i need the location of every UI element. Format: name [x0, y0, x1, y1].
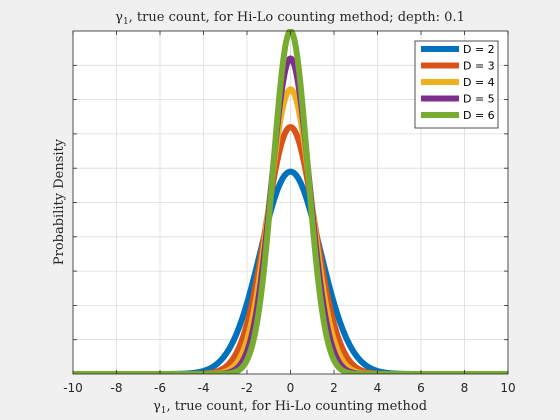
x-tick-label: 0	[287, 381, 295, 395]
x-tick-label: 6	[417, 381, 425, 395]
xlabel-rest: , true count, for Hi-Lo counting method	[166, 399, 427, 414]
series-line	[73, 55, 508, 374]
chart-title: γ1, true count, for Hi-Lo counting metho…	[115, 10, 465, 27]
legend-label: D = 4	[463, 76, 495, 89]
series-line	[73, 86, 508, 374]
x-tick-labels: -10 -8 -6 -4 -2 0 2 4 6 8 10	[63, 381, 515, 395]
x-tick-label: 10	[500, 381, 515, 395]
legend-label: D = 6	[463, 109, 495, 122]
x-tick-label: -2	[241, 381, 253, 395]
title-symbol: γ	[115, 10, 123, 25]
x-tick-label: -4	[198, 381, 210, 395]
x-tick-label: 8	[461, 381, 469, 395]
legend-label: D = 5	[463, 93, 495, 106]
xlabel-subscript: 1	[161, 406, 167, 416]
x-tick-label: -10	[63, 381, 83, 395]
ticks	[72, 31, 509, 374]
x-axis-label: γ1, true count, for Hi-Lo counting metho…	[153, 399, 427, 416]
xlabel-symbol: γ	[153, 399, 161, 414]
x-tick-label: 4	[374, 381, 382, 395]
legend-label: D = 2	[463, 43, 495, 56]
x-tick-label: -8	[111, 381, 123, 395]
x-tick-label: -6	[154, 381, 166, 395]
x-tick-label: 2	[330, 381, 338, 395]
legend: D = 2 D = 3 D = 4 D = 5 D = 6	[414, 40, 499, 129]
y-axis-label: Probability Density	[52, 138, 67, 265]
legend-label: D = 3	[463, 60, 495, 73]
title-subscript: 1	[123, 17, 129, 27]
series-line	[73, 168, 508, 374]
series-line	[73, 124, 508, 374]
title-rest: , true count, for Hi-Lo counting method;…	[129, 10, 465, 25]
